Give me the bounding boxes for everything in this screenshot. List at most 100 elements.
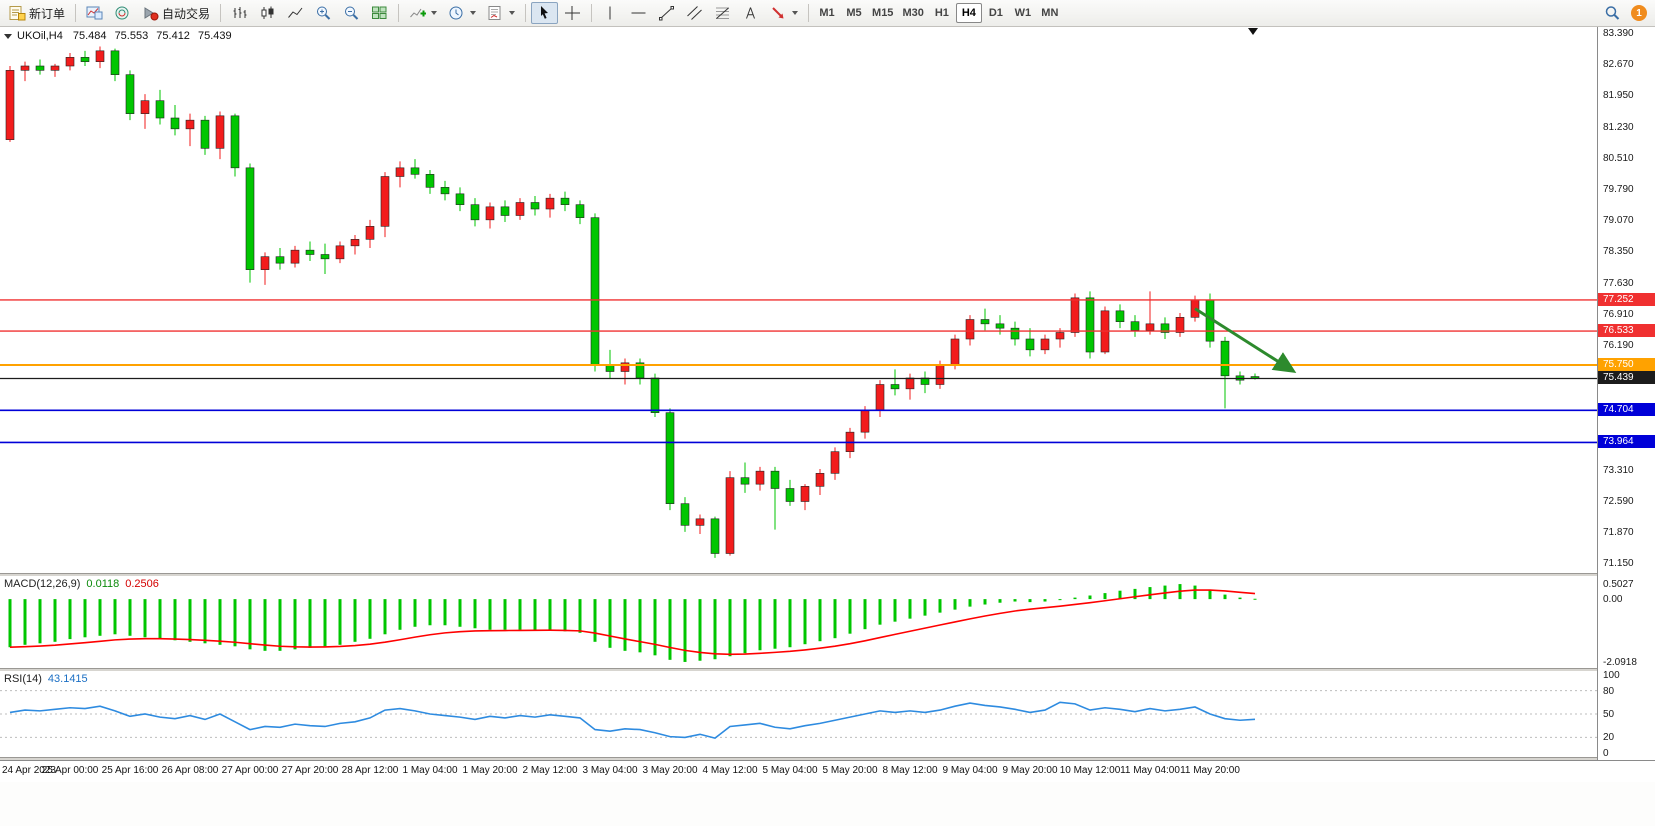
templates-button[interactable] xyxy=(482,2,520,24)
new-chart-button[interactable] xyxy=(81,2,108,24)
symbol-timeframe-label: UKOil,H4 xyxy=(17,30,63,42)
candlestick-mode-button[interactable] xyxy=(254,2,281,24)
rsi-pane[interactable]: RSI(14) 43.1415 xyxy=(0,671,1597,757)
candle-body xyxy=(65,57,75,67)
candle-body xyxy=(35,65,45,71)
line-chart-mode-button[interactable] xyxy=(282,2,309,24)
macd-bar xyxy=(503,599,507,630)
time-axis-label: 28 Apr 12:00 xyxy=(341,765,399,776)
auto-trading-label: 自动交易 xyxy=(162,6,211,21)
horizontal-line-tool-button[interactable] xyxy=(625,2,652,24)
candle-body xyxy=(590,217,600,366)
timeframe-m1-button[interactable]: M1 xyxy=(814,3,840,23)
timeframe-h1-button[interactable]: H1 xyxy=(929,3,955,23)
timeframe-w1-button[interactable]: W1 xyxy=(1010,3,1036,23)
macd-pane[interactable]: MACD(12,26,9) 0.0118 0.2506 xyxy=(0,576,1597,668)
pane-separator[interactable] xyxy=(0,757,1655,760)
pane-separator[interactable] xyxy=(0,668,1655,671)
price-line-badge: 73.964 xyxy=(1598,435,1655,449)
search-button[interactable] xyxy=(1599,2,1626,24)
low-value: 75.412 xyxy=(156,30,190,42)
candle-body xyxy=(1010,327,1020,340)
pane-separator[interactable] xyxy=(0,573,1655,576)
indicators-button[interactable] xyxy=(404,2,442,24)
high-value: 75.553 xyxy=(114,30,149,42)
chart-menu-icon[interactable] xyxy=(4,33,12,39)
candle-body xyxy=(725,477,735,554)
time-axis-label: 5 May 20:00 xyxy=(822,765,878,776)
macd-scale-label: 0.00 xyxy=(1603,594,1623,606)
candle-body xyxy=(320,254,330,260)
time-axis-label: 5 May 04:00 xyxy=(762,765,818,776)
search-icon xyxy=(1605,6,1620,20)
candle-body xyxy=(20,65,30,71)
crosshair-tool-button[interactable] xyxy=(559,2,586,24)
timeframe-m5-button[interactable]: M5 xyxy=(841,3,867,23)
price-scale-label: 83.390 xyxy=(1603,27,1634,39)
chart-shift-marker[interactable] xyxy=(1248,28,1258,35)
timeframe-h4-button[interactable]: H4 xyxy=(955,3,982,23)
main-chart-pane[interactable]: UKOil,H4 75.484 75.553 75.412 75.439 xyxy=(0,27,1597,573)
candle-body xyxy=(305,249,315,255)
candle-body xyxy=(380,176,390,227)
candle-body xyxy=(425,174,435,188)
candle-body xyxy=(1160,323,1170,333)
macd-bar xyxy=(743,599,747,654)
candle-body xyxy=(1070,297,1080,333)
time-axis[interactable]: 24 Apr 2023 25 Apr 00:00 25 Apr 16:00 26 Ap… xyxy=(0,760,1655,782)
macd-bar xyxy=(1253,598,1257,600)
candle-body xyxy=(200,119,210,149)
ohlc-readout: 75.484 75.553 75.412 75.439 xyxy=(68,30,232,42)
candle-body xyxy=(230,115,240,169)
macd-bar xyxy=(1043,599,1047,602)
zoom-in-icon xyxy=(317,6,331,20)
macd-bar xyxy=(773,599,777,649)
candle-body xyxy=(50,65,60,71)
arrow-object-icon xyxy=(772,7,784,19)
notification-count: 1 xyxy=(1636,7,1642,19)
arrows-tool-button[interactable] xyxy=(765,2,803,24)
candle-body xyxy=(365,226,375,240)
auto-trading-button[interactable]: 自动交易 xyxy=(137,2,215,24)
timeframe-m15-button[interactable]: M15 xyxy=(868,3,897,23)
macd-bar xyxy=(518,599,522,630)
fibonacci-tool-button[interactable] xyxy=(709,2,736,24)
periods-button[interactable] xyxy=(443,2,481,24)
annotation-arrow[interactable] xyxy=(1194,307,1297,374)
chevron-down-icon xyxy=(470,11,477,15)
profiles-button[interactable] xyxy=(109,2,136,24)
candle-body xyxy=(530,202,540,210)
candle-body xyxy=(1085,297,1095,353)
tile-windows-button[interactable] xyxy=(366,2,393,24)
time-axis-label: 9 May 04:00 xyxy=(942,765,998,776)
time-axis-label: 2 May 12:00 xyxy=(522,765,578,776)
chart-title: UKOil,H4 75.484 75.553 75.412 75.439 xyxy=(4,30,232,42)
timeframe-d1-button[interactable]: D1 xyxy=(983,3,1009,23)
price-scale-label: 72.590 xyxy=(1603,495,1634,507)
price-scale[interactable]: 77.252 76.533 75.750 75.439 74.704 73.964 83.3… xyxy=(1597,27,1655,760)
macd-bar xyxy=(383,599,387,635)
trendline-tool-button[interactable] xyxy=(653,2,680,24)
timeframe-m30-button[interactable]: M30 xyxy=(898,3,927,23)
channel-tool-button[interactable] xyxy=(681,2,708,24)
time-axis-label: 8 May 12:00 xyxy=(882,765,938,776)
vertical-line-tool-button[interactable] xyxy=(597,2,624,24)
notification-badge[interactable]: 1 xyxy=(1631,5,1647,21)
rsi-label: RSI(14) 43.1415 xyxy=(4,673,88,685)
zoom-out-button[interactable] xyxy=(338,2,365,24)
new-order-icon xyxy=(9,6,26,21)
zoom-in-button[interactable] xyxy=(310,2,337,24)
cursor-tool-button[interactable] xyxy=(531,2,559,24)
bar-chart-mode-button[interactable] xyxy=(226,2,253,24)
candle-body xyxy=(965,319,975,340)
tile-windows-icon xyxy=(372,6,387,19)
new-order-button[interactable]: 新订单 xyxy=(4,2,70,24)
candle-body xyxy=(710,518,720,554)
macd-bar xyxy=(1118,590,1122,600)
text-icon xyxy=(746,7,756,19)
price-scale-label: 76.910 xyxy=(1603,308,1634,320)
separator xyxy=(220,4,222,22)
text-tool-button[interactable] xyxy=(737,2,764,24)
timeframe-mn-button[interactable]: MN xyxy=(1037,3,1063,23)
macd-bar xyxy=(308,599,312,648)
